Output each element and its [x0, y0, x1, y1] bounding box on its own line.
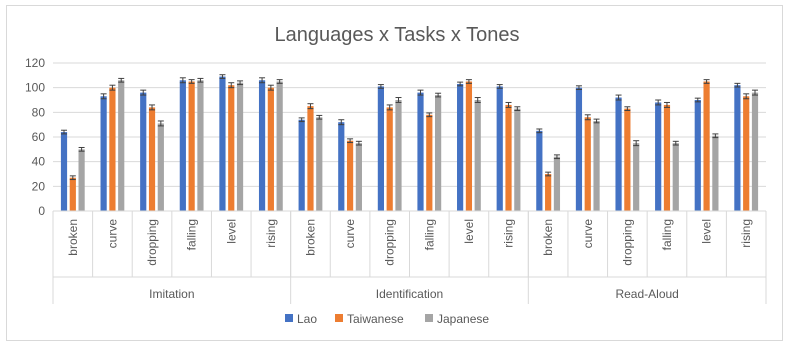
bar-lao-identification-falling [417, 92, 424, 211]
y-tick-label: 60 [32, 130, 46, 144]
bar-taiwanese-read-aloud-curve [584, 117, 591, 211]
bar-lao-read-aloud-rising [734, 85, 741, 211]
bar-japanese-read-aloud-broken [553, 156, 561, 211]
x-tick-label: falling [422, 219, 436, 250]
bar-lao-imitation-broken [60, 132, 68, 211]
group-label: Read-Aloud [615, 287, 678, 301]
bar-japanese-identification-rising [514, 108, 521, 211]
bars [60, 74, 759, 212]
bar-japanese-imitation-broken [78, 149, 85, 211]
bar-japanese-read-aloud-rising [751, 92, 759, 211]
legend: Lao Taiwanese Japanese [285, 312, 489, 326]
y-axis: 0 20 40 60 80 100 120 [25, 56, 45, 218]
legend-swatch-japanese [425, 314, 433, 322]
bar-taiwanese-identification-falling [426, 114, 433, 211]
bar-japanese-identification-broken [316, 117, 323, 211]
bar-lao-identification-curve [338, 122, 345, 211]
legend-swatch-taiwanese [335, 314, 343, 322]
legend-swatch-lao [285, 314, 293, 322]
bar-japanese-read-aloud-level [712, 135, 719, 211]
bar-taiwanese-read-aloud-rising [743, 96, 750, 211]
bar-japanese-imitation-rising [276, 81, 283, 211]
x-tick-label: level [700, 219, 714, 244]
legend-label-lao: Lao [297, 312, 317, 326]
y-tick-label: 40 [32, 155, 46, 169]
bar-lao-read-aloud-broken [536, 130, 543, 211]
bar-lao-read-aloud-falling [655, 102, 662, 211]
bar-japanese-read-aloud-dropping [633, 143, 640, 211]
y-tick-label: 0 [38, 204, 45, 218]
y-tick-label: 80 [32, 105, 46, 119]
x-tick-label: broken [303, 219, 317, 256]
bar-taiwanese-imitation-curve [109, 87, 116, 211]
bar-taiwanese-imitation-falling [188, 81, 195, 211]
bar-japanese-imitation-curve [118, 80, 125, 212]
bar-lao-read-aloud-curve [575, 87, 583, 211]
bar-taiwanese-imitation-broken [69, 177, 76, 211]
bar-japanese-read-aloud-curve [593, 120, 600, 211]
bar-taiwanese-imitation-rising [267, 87, 274, 211]
bar-japanese-identification-dropping [395, 100, 402, 211]
x-tick-label: dropping [620, 219, 634, 266]
bar-taiwanese-identification-level [465, 81, 473, 211]
x-tick-label: dropping [383, 219, 397, 266]
bar-lao-read-aloud-dropping [615, 97, 622, 211]
bar-taiwanese-identification-curve [346, 140, 354, 211]
x-tick-label: rising [502, 219, 516, 248]
legend-label-taiwanese: Taiwanese [347, 312, 404, 326]
x-axis: broken curve dropping falling level rising Imi… [52, 210, 767, 304]
bar-lao-identification-level [457, 83, 464, 211]
bar-taiwanese-read-aloud-broken [545, 174, 552, 211]
y-tick-label: 100 [25, 81, 45, 95]
bar-japanese-imitation-dropping [157, 123, 164, 211]
bar-japanese-imitation-falling [197, 80, 204, 212]
bar-taiwanese-read-aloud-level [703, 81, 710, 211]
bar-lao-identification-rising [496, 86, 503, 211]
chart-title: Languages x Tasks x Tones [275, 24, 520, 46]
x-tick-label: curve [343, 219, 357, 249]
bar-lao-imitation-rising [258, 80, 266, 212]
y-tick-label: 20 [32, 179, 46, 193]
bar-taiwanese-read-aloud-dropping [624, 108, 631, 211]
bar-taiwanese-identification-broken [307, 106, 314, 211]
bar-taiwanese-identification-rising [505, 104, 512, 211]
x-tick-label: broken [66, 219, 80, 256]
x-tick-label: dropping [145, 219, 159, 266]
bar-lao-read-aloud-level [694, 100, 701, 211]
legend-label-japanese: Japanese [437, 312, 489, 326]
bar-taiwanese-read-aloud-falling [663, 104, 671, 211]
x-tick-label: rising [264, 219, 278, 248]
x-tick-label: broken [541, 219, 555, 256]
bar-japanese-identification-level [474, 100, 481, 211]
bar-taiwanese-imitation-dropping [148, 107, 156, 211]
x-tick-label: curve [581, 219, 595, 249]
x-tick-label: level [462, 219, 476, 244]
x-tick-label: curve [105, 219, 119, 249]
bar-lao-imitation-level [219, 76, 226, 211]
bar-taiwanese-imitation-level [228, 85, 235, 211]
bar-lao-imitation-falling [179, 80, 186, 212]
group-label: Identification [376, 287, 443, 301]
x-tick-label: falling [660, 219, 674, 250]
bar-lao-imitation-dropping [140, 92, 147, 211]
bar-japanese-identification-curve [355, 143, 362, 211]
bar-lao-imitation-curve [100, 96, 107, 211]
bar-japanese-imitation-level [236, 82, 244, 211]
x-tick-label: falling [185, 219, 199, 250]
x-tick-label: level [224, 219, 238, 244]
group-label: Imitation [149, 287, 194, 301]
bar-lao-identification-dropping [377, 86, 384, 211]
y-tick-label: 120 [25, 56, 45, 70]
bar-japanese-read-aloud-falling [672, 143, 679, 211]
chart-frame [6, 5, 783, 341]
bar-japanese-identification-falling [435, 95, 442, 211]
x-tick-label: rising [739, 219, 753, 248]
bar-lao-identification-broken [298, 119, 305, 211]
bar-taiwanese-identification-dropping [386, 107, 393, 211]
